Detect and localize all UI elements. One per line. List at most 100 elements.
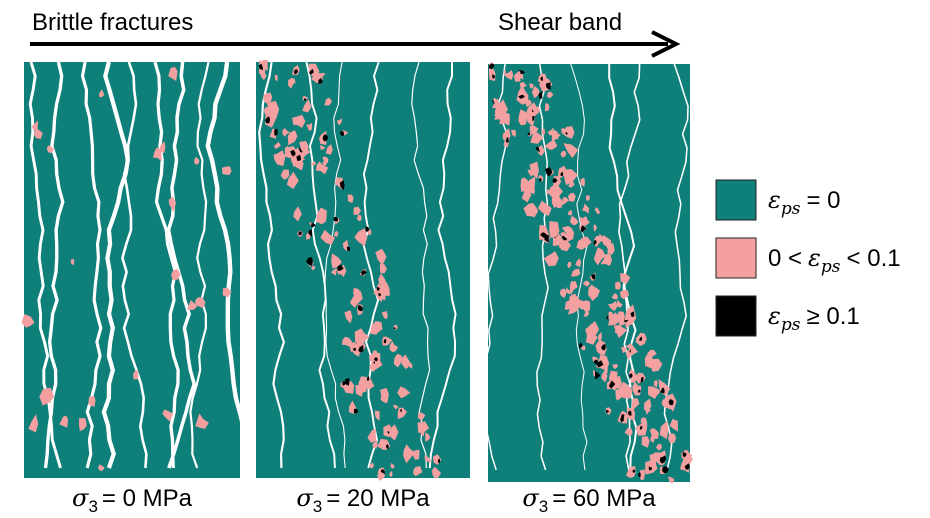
caption-subscript: 3 [88,497,97,516]
caption-symbol: σ [522,484,539,512]
plastic-zone [669,419,678,432]
plastic-zone [626,466,636,478]
crack [305,61,336,469]
plastic-zone [564,287,571,295]
high-strain-zone [560,171,564,177]
high-strain-zone [545,82,551,90]
plastic-zone [280,169,290,180]
plastic-zone [390,462,395,469]
high-strain-zone [290,149,296,157]
plastic-zone [431,466,441,479]
crack [324,61,346,469]
crack [258,61,286,469]
high-strain-zone [595,371,601,380]
plastic-zone [397,386,411,399]
high-strain-zone [304,98,307,102]
plastic-zone [274,74,278,81]
plastic-zone [389,470,393,477]
plastic-zone [320,145,326,150]
plastic-zone [644,398,652,410]
high-strain-zone [629,373,633,378]
plastic-zone [354,328,370,347]
high-strain-zone [540,232,547,239]
caption-subscript: 3 [539,497,548,516]
high-strain-zone [346,246,351,252]
high-strain-zone [265,116,271,124]
plastic-zone [630,376,637,383]
plastic-zone [168,66,178,81]
high-strain-zone [357,304,364,312]
plastic-zone [331,253,342,269]
plastic-zone [503,70,514,80]
plastic-zone [265,113,276,128]
left-label: Brittle fractures [32,9,193,36]
plastic-zone [287,78,296,89]
plastic-zone [531,187,535,195]
plastic-zone [389,341,399,353]
legend-suffix: = 0 [807,187,841,214]
plastic-zone [543,251,559,267]
plastic-zone [518,109,527,126]
legend-suffix: < 0.1 [847,245,901,272]
plastic-zone [544,139,558,150]
plastic-zone [393,404,399,410]
plastic-zone [362,380,375,390]
plastic-zone [393,353,402,368]
high-strain-zone [565,132,568,135]
high-strain-zone [632,469,636,473]
caption-text: = 0 MPa [102,485,193,512]
plastic-zone [608,300,618,311]
caption-text: = 60 MPa [552,485,656,512]
legend-prefix: 0 < [768,245,802,272]
plastic-zone [562,197,569,206]
plastic-zone [582,203,589,214]
plastic-zone [354,228,368,247]
plastic-zone [379,263,387,274]
high-strain-zone [361,270,367,276]
plastic-zone [615,299,623,308]
high-strain-zone [518,94,525,99]
crack [362,61,380,469]
high-strain-zone [606,314,609,320]
plastic-zone [614,327,620,335]
crack [153,61,180,469]
high-strain-zone [309,68,314,75]
plastic-zone [649,428,659,439]
plastic-zone [564,299,573,310]
plastic-zone [532,106,538,114]
high-strain-zone [339,180,345,191]
panel-caption: σ3 = 60 MPa [522,484,656,516]
plastic-zone [97,464,105,471]
plastic-zone [631,398,640,412]
high-strain-zone [492,74,496,79]
plastic-zone [560,240,571,252]
plastic-zone [561,126,575,139]
right-label: Shear band [498,9,622,36]
plastic-zone [529,161,539,179]
plastic-zone [375,248,387,266]
high-strain-zone [532,116,535,121]
plastic-zone [620,273,631,285]
plastic-zone [621,346,627,354]
high-strain-zone [318,77,323,84]
plastic-zone [553,198,563,209]
high-strain-zone [620,414,625,423]
plastic-zone [417,412,426,421]
plastic-zone [355,384,363,397]
high-strain-zone [648,466,653,471]
plastic-zone [576,237,587,250]
high-strain-zone [400,408,402,413]
legend-label: εps ≥ 0.1 [768,302,860,335]
plastic-zone [306,122,313,131]
plastic-zone [133,370,139,380]
plastic-zone [593,247,606,266]
plastic-zone [594,207,600,215]
plastic-zone [547,127,554,136]
high-strain-zone [342,380,346,386]
high-strain-zone [578,342,583,349]
high-strain-zone [659,455,667,464]
high-strain-zone [337,264,344,271]
plastic-zone [635,334,643,346]
plastic-zone [369,462,374,469]
